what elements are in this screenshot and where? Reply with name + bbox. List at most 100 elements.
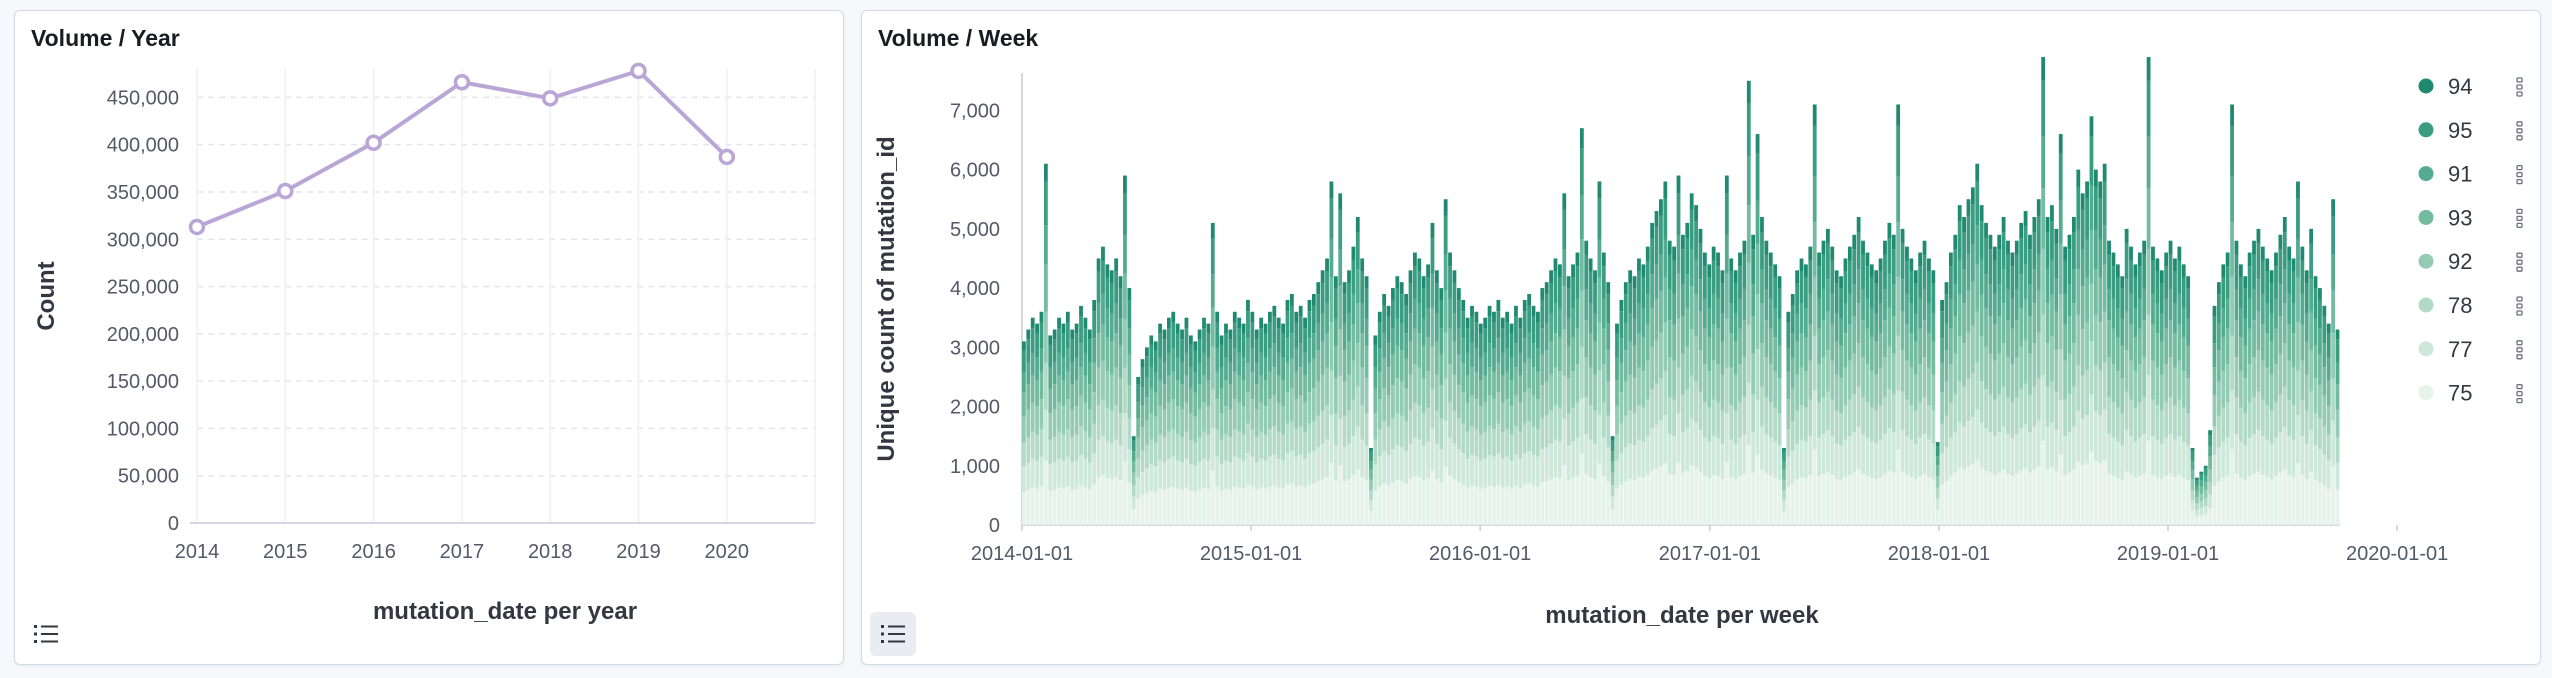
bar-segment (1281, 323, 1285, 334)
bar-segment (1153, 491, 1158, 525)
bar-segment (1935, 498, 1940, 511)
bar-segment (1821, 320, 1826, 358)
legend-toggle-button[interactable] (23, 612, 69, 656)
bar-segment (1149, 413, 1154, 440)
bar-segment (2093, 365, 2098, 412)
bar-segment (2124, 430, 2129, 472)
bar-segment (2089, 136, 2094, 186)
bar-segment (1654, 339, 1659, 384)
bar-segment (2168, 240, 2173, 255)
legend-toggle-button[interactable] (870, 612, 916, 656)
legend-item-actions-icon[interactable] (2516, 383, 2523, 404)
bar-segment (1184, 487, 1189, 525)
bar-segment (1619, 311, 1624, 339)
bar-segment (1377, 456, 1382, 487)
bar-segment (1953, 432, 1958, 473)
bar-segment (2054, 350, 2059, 392)
bar-segment (2252, 357, 2256, 398)
bar-segment (1413, 402, 1417, 438)
bar-segment (1197, 339, 1202, 363)
bar-segment (1641, 308, 1646, 338)
bar-segment (2243, 413, 2248, 446)
bar-segment (1738, 298, 1742, 329)
bar-segment (1571, 277, 1575, 309)
bar-segment (1096, 303, 1101, 334)
bar-segment (2023, 468, 2028, 525)
bar-segment (1193, 442, 1198, 467)
bar-segment (1817, 328, 1821, 365)
bar-segment (1043, 459, 1048, 525)
bar-segment (1048, 367, 1053, 389)
bar-segment (1536, 486, 1540, 525)
bar-segment (1377, 399, 1382, 430)
legend-item-actions-icon[interactable] (2516, 164, 2523, 185)
bar-segment (1650, 222, 1655, 239)
bar-segment (1487, 395, 1492, 427)
legend-item-actions-icon[interactable] (2516, 208, 2523, 229)
bar-segment (2238, 478, 2243, 525)
bar-segment (2326, 406, 2331, 435)
bar-segment (2054, 311, 2059, 351)
bar-segment (1650, 307, 1655, 347)
bar-segment (1733, 283, 1738, 314)
bar-segment (1676, 273, 1681, 319)
bar-segment (1496, 311, 1501, 339)
bar-segment (1681, 234, 1685, 250)
bar-segment (1413, 437, 1417, 476)
bar-segment (2028, 353, 2032, 395)
bar-segment (1940, 362, 1944, 393)
bar-segment (1022, 341, 1026, 351)
bar-segment (1588, 258, 1593, 272)
bar-segment (1518, 328, 1523, 353)
bar-segment (1979, 381, 1984, 423)
bar-segment (2212, 316, 2217, 344)
bar-segment (1465, 328, 1470, 353)
bar-segment (1500, 375, 1505, 403)
bar-segment (1988, 432, 1993, 473)
bar-segment (2045, 269, 2050, 304)
bar-segment (1847, 246, 1852, 261)
legend-item-actions-icon[interactable] (2516, 252, 2523, 272)
legend-item-actions-icon[interactable] (2516, 77, 2523, 97)
bar-segment (1768, 364, 1773, 403)
bar-segment (1250, 371, 1255, 400)
bar-segment (1940, 338, 1944, 363)
bar-segment (2089, 394, 2094, 452)
y-tick-label: 350,000 (107, 182, 179, 204)
legend-item-actions-icon[interactable] (2516, 296, 2523, 316)
bar-segment (1070, 462, 1075, 490)
bar-segment (1109, 374, 1114, 411)
bar-segment (1171, 348, 1176, 372)
bar-segment (1597, 181, 1602, 199)
legend-item-actions-icon[interactable] (2516, 340, 2523, 360)
bar-segment (1320, 374, 1325, 411)
bar-segment (1131, 451, 1136, 462)
bar-segment (2032, 469, 2037, 525)
bar-segment (2155, 303, 2160, 334)
bar-segment (1465, 352, 1470, 376)
bar-segment (2173, 258, 2177, 272)
bar-segment (1953, 394, 1958, 433)
bar-segment (1536, 348, 1540, 372)
bar-segment (1083, 431, 1088, 459)
bar-segment (1579, 195, 1584, 240)
bar-segment (1948, 364, 1953, 403)
bar-segment (1764, 254, 1769, 290)
bar-segment (1404, 294, 1409, 306)
bar-segment (1575, 402, 1580, 438)
bar-segment (2019, 428, 2024, 471)
bar-segment (1878, 258, 1883, 272)
bar-segment (2023, 383, 2028, 425)
bar-segment (1799, 367, 1804, 406)
bar-segment (2247, 475, 2252, 525)
bar-segment (1496, 362, 1501, 393)
bar-segment (1768, 328, 1773, 365)
bar-segment (1786, 456, 1791, 487)
data-point (630, 62, 647, 80)
legend-item-actions-icon[interactable] (2516, 121, 2523, 141)
bar-segment (2322, 395, 2327, 427)
bar-segment (1268, 322, 1272, 349)
bar-segment (1852, 472, 1857, 525)
bar-segment (1834, 443, 1839, 480)
bar-segment (1241, 488, 1246, 525)
